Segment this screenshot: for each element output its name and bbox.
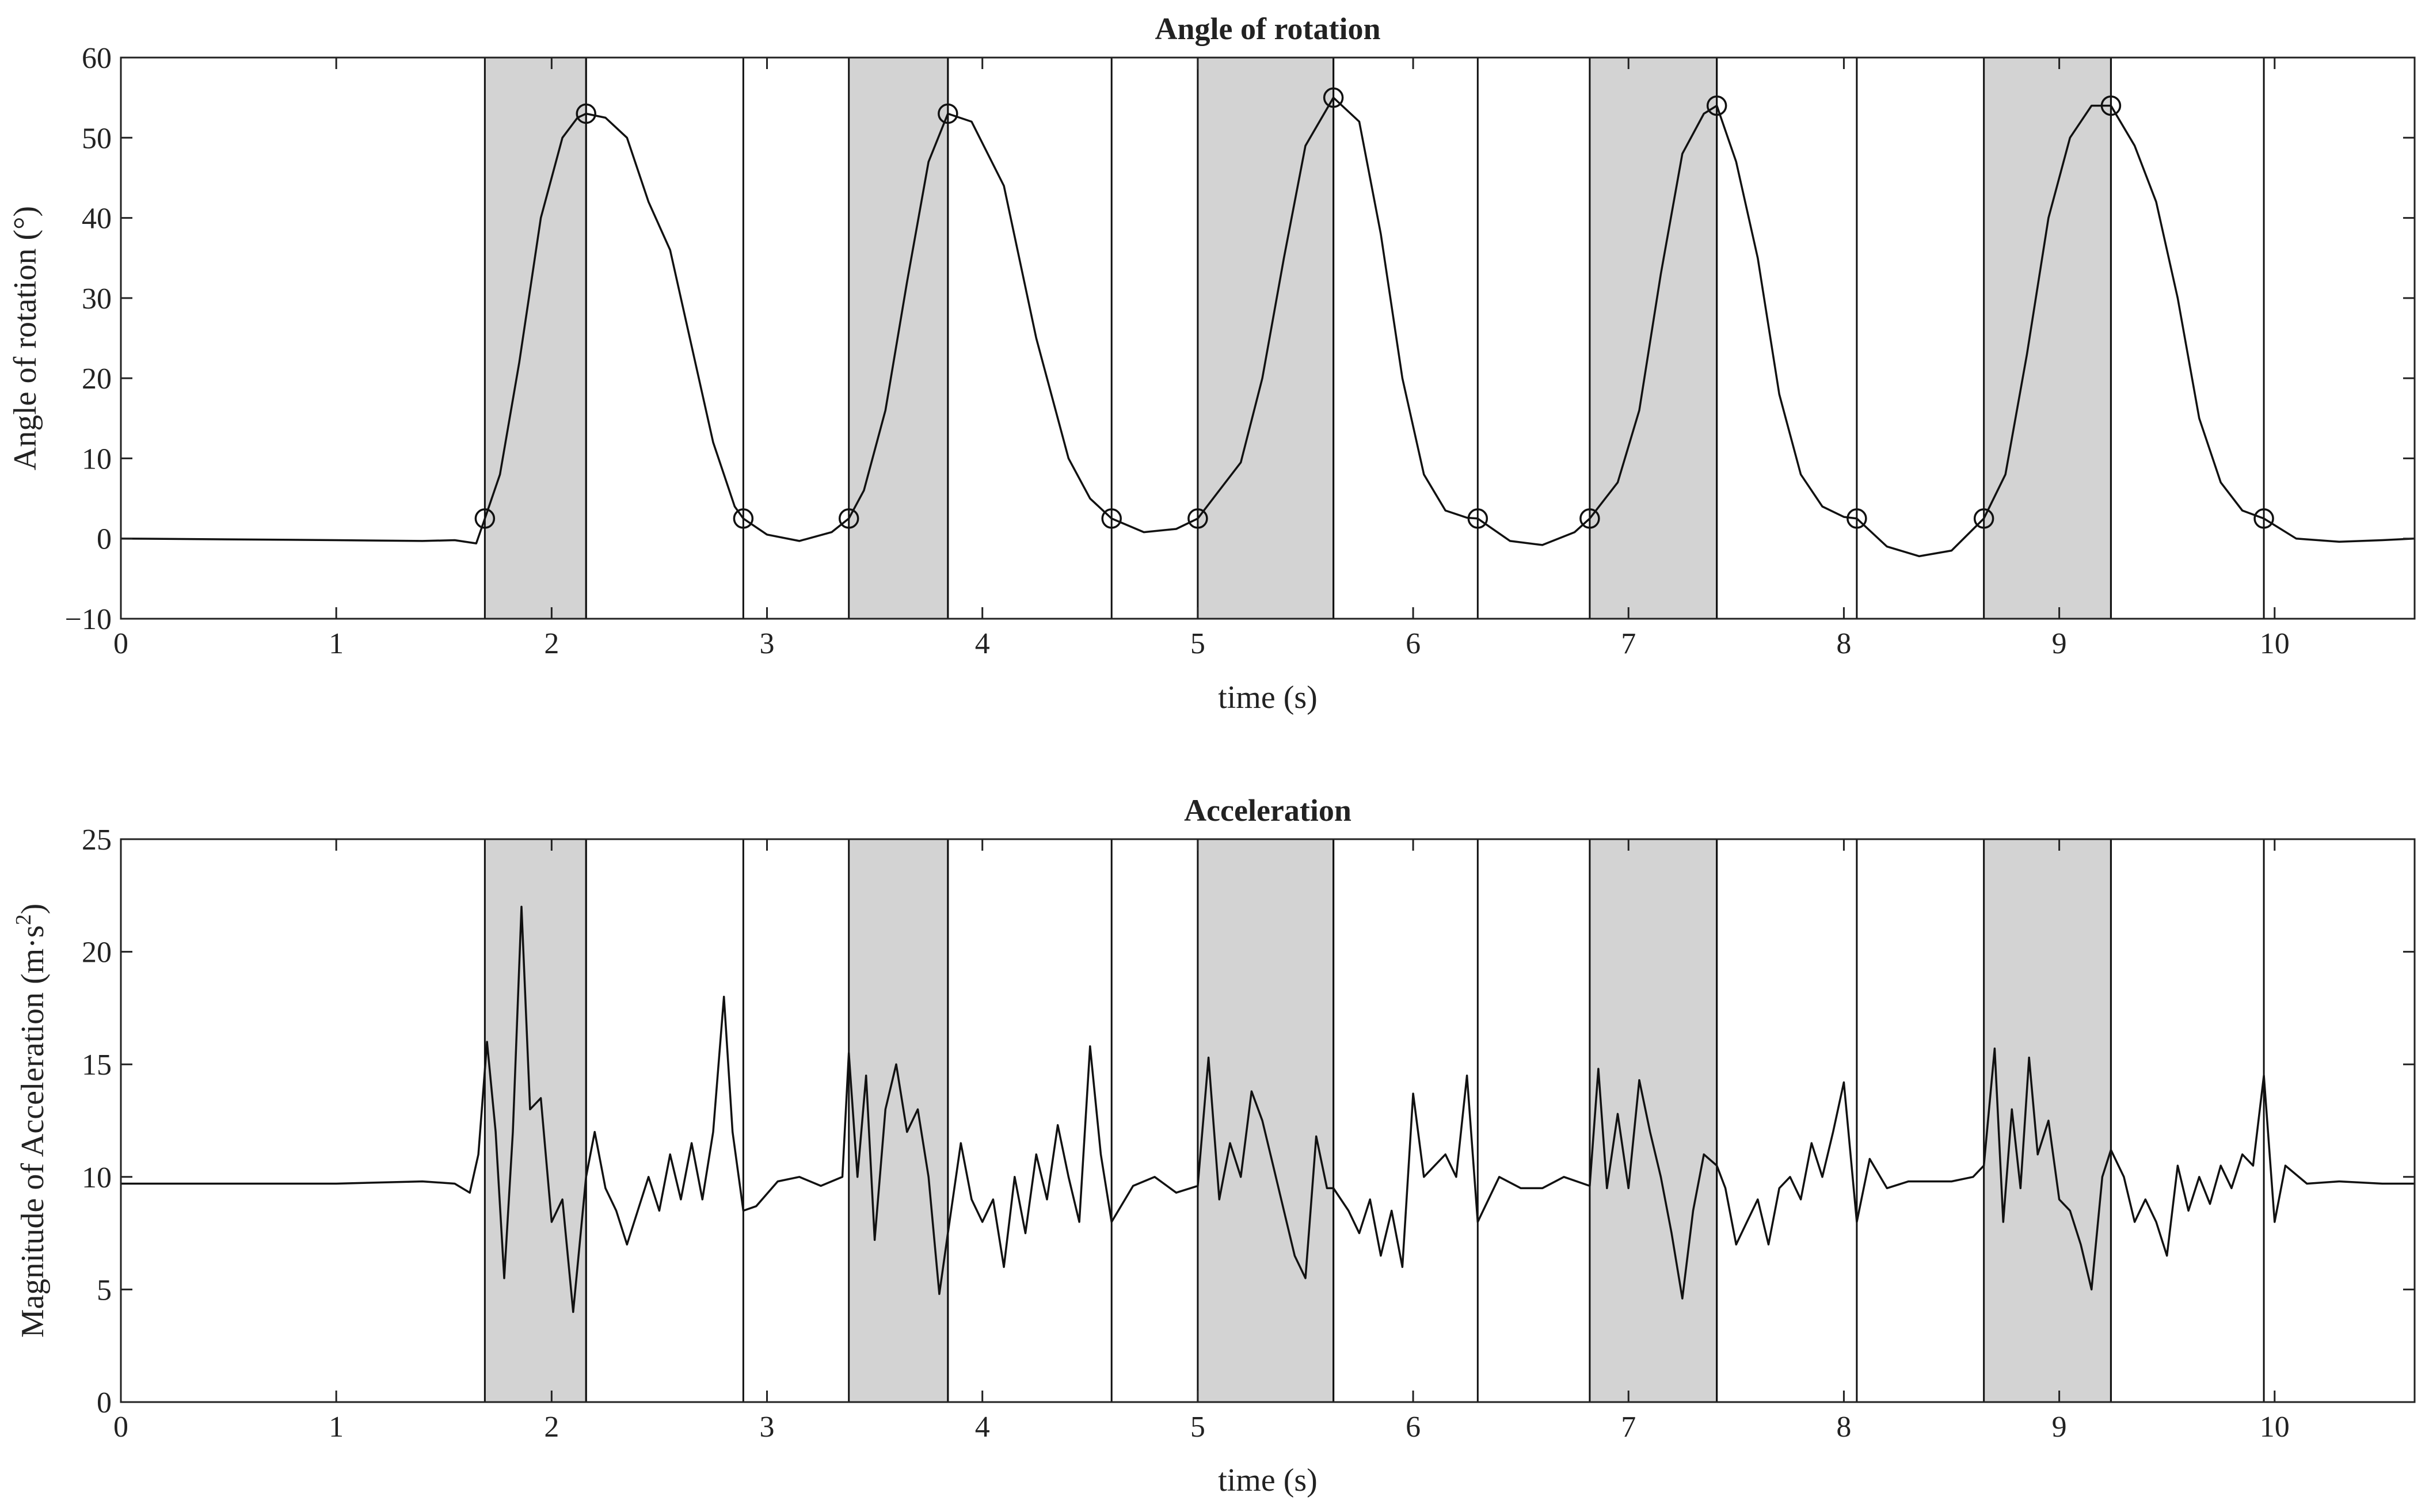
event-marker bbox=[1973, 508, 1994, 529]
y-tick-label: 20 bbox=[82, 363, 112, 395]
open-phase-5 bbox=[2110, 56, 2265, 620]
x-tick-label: 4 bbox=[975, 627, 990, 660]
shaded-phase-5 bbox=[1983, 839, 2111, 1402]
series-line-1 bbox=[121, 905, 2415, 1313]
x-tick-label: 2 bbox=[544, 1411, 559, 1444]
x-tick-label: 2 bbox=[544, 627, 559, 660]
shaded-phase-3 bbox=[1197, 839, 1334, 1402]
x-tick-label: 9 bbox=[2052, 1411, 2067, 1444]
y-axis-label: Magnitude of Acceleration (m·s2) bbox=[12, 904, 51, 1338]
y-tick-label: 30 bbox=[82, 283, 112, 315]
x-tick-label: 5 bbox=[1190, 1411, 1205, 1444]
x-tick-label: 3 bbox=[760, 627, 775, 660]
event-marker bbox=[838, 508, 859, 529]
event-marker bbox=[1101, 508, 1122, 529]
open-phase-4 bbox=[1716, 56, 1858, 620]
x-tick-label: 3 bbox=[760, 1411, 775, 1444]
y-tick-label: 20 bbox=[82, 936, 112, 969]
y-axis-label-end: ) bbox=[15, 904, 51, 915]
shaded-phase-1 bbox=[485, 58, 587, 619]
series-line-1 bbox=[120, 96, 2415, 558]
y-tick-label: 60 bbox=[82, 42, 112, 75]
event-marker bbox=[2253, 508, 2274, 529]
x-tick-label: 10 bbox=[2260, 627, 2290, 660]
shaded-phase-4 bbox=[1589, 58, 1717, 619]
chart-title: Acceleration bbox=[1184, 793, 1351, 828]
y-tick-label: −10 bbox=[65, 603, 112, 636]
plot-frame bbox=[120, 838, 2416, 1403]
x-tick-label: 8 bbox=[1836, 1411, 1851, 1444]
y-tick-label: 25 bbox=[82, 824, 112, 856]
y-tick-label: 10 bbox=[82, 1161, 112, 1194]
y-tick-label: 0 bbox=[97, 1387, 112, 1419]
plot-frame bbox=[120, 56, 2416, 620]
event-marker bbox=[1323, 87, 1344, 108]
x-tick-label: 4 bbox=[975, 1411, 990, 1444]
open-phase-1 bbox=[585, 838, 744, 1403]
event-marker bbox=[733, 508, 754, 529]
x-tick-label: 0 bbox=[113, 1411, 128, 1444]
open-phase-3 bbox=[1332, 838, 1479, 1403]
event-marker bbox=[1187, 508, 1208, 529]
y-tick-label: 40 bbox=[82, 203, 112, 235]
acceleration-chart: 0 1 2 3 4 5 6 7 8 9 10 0 5 10 15 20 25 Acceleration time (… bbox=[12, 793, 2416, 1498]
y-tick-label: 5 bbox=[97, 1274, 112, 1307]
shaded-phase-1 bbox=[485, 839, 587, 1402]
event-marker bbox=[576, 103, 596, 124]
event-marker bbox=[1579, 508, 1600, 529]
y-tick-label: 0 bbox=[97, 523, 112, 556]
x-tick-label: 9 bbox=[2052, 627, 2067, 660]
x-tick-label: 1 bbox=[329, 627, 344, 660]
x-axis-label: time (s) bbox=[1218, 1463, 1318, 1498]
shaded-phase-3 bbox=[1197, 58, 1334, 619]
y-tick-label: 10 bbox=[82, 443, 112, 475]
event-marker bbox=[1847, 508, 1867, 529]
x-tick-label: 1 bbox=[329, 1411, 344, 1444]
x-tick-label: 7 bbox=[1621, 627, 1636, 660]
shaded-phase-5 bbox=[1983, 58, 2111, 619]
open-phase-2 bbox=[947, 838, 1113, 1403]
chart-title: Angle of rotation bbox=[1155, 12, 1381, 46]
open-phase-2 bbox=[947, 56, 1113, 620]
event-marker bbox=[1467, 508, 1488, 529]
shaded-phase-4 bbox=[1589, 839, 1717, 1402]
event-marker bbox=[474, 508, 496, 529]
y-axis-label: Angle of rotation (°) bbox=[7, 206, 43, 470]
x-tick-label: 0 bbox=[113, 627, 128, 660]
event-marker bbox=[1706, 95, 1727, 116]
x-tick-label: 7 bbox=[1621, 1411, 1636, 1444]
event-marker bbox=[938, 103, 958, 124]
x-tick-label: 10 bbox=[2260, 1411, 2290, 1444]
y-tick-label: 50 bbox=[82, 122, 112, 155]
x-tick-label: 5 bbox=[1190, 627, 1205, 660]
open-phase-1 bbox=[585, 56, 744, 620]
x-axis-label: time (s) bbox=[1218, 680, 1318, 715]
x-tick-label: 6 bbox=[1406, 627, 1421, 660]
y-axis-label-main: Magnitude of Acceleration (m·s bbox=[15, 925, 51, 1338]
x-tick-label: 8 bbox=[1836, 627, 1851, 660]
y-axis-label-superscript: 2 bbox=[12, 914, 36, 925]
event-marker bbox=[2100, 95, 2122, 116]
shaded-phase-2 bbox=[848, 839, 948, 1402]
x-tick-label: 6 bbox=[1406, 1411, 1421, 1444]
open-phase-5 bbox=[2110, 838, 2265, 1403]
y-tick-label: 15 bbox=[82, 1049, 112, 1081]
open-phase-3 bbox=[1332, 56, 1479, 620]
